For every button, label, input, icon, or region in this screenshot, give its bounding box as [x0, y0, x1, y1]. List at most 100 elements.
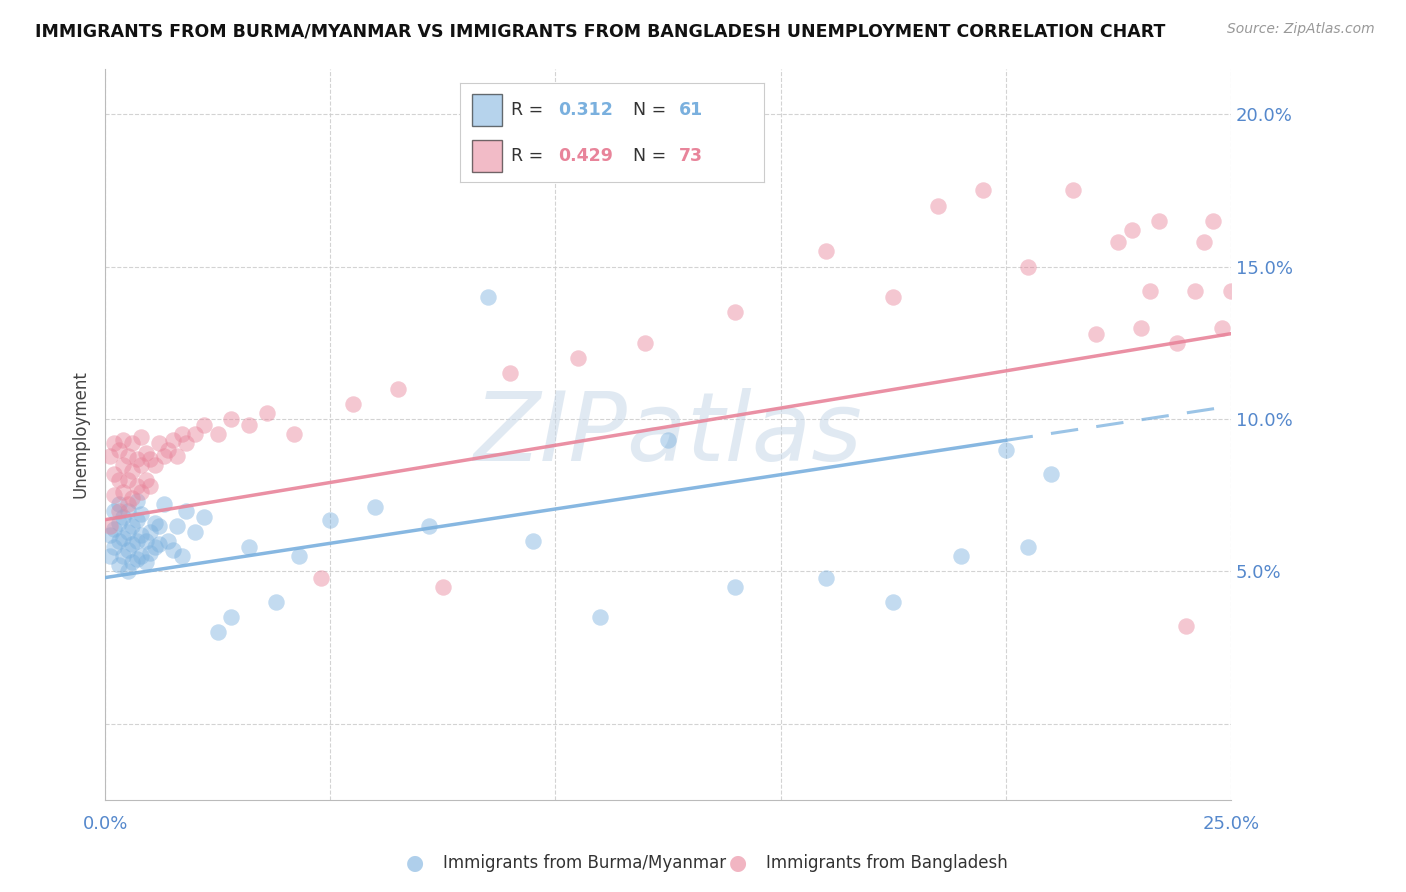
Point — [994, 442, 1017, 457]
Point — [170, 427, 193, 442]
Point — [1184, 284, 1206, 298]
Point — [117, 543, 139, 558]
Point — [882, 595, 904, 609]
Text: IMMIGRANTS FROM BURMA/MYANMAR VS IMMIGRANTS FROM BANGLADESH UNEMPLOYMENT CORRELA: IMMIGRANTS FROM BURMA/MYANMAR VS IMMIGRA… — [35, 22, 1166, 40]
Point — [125, 533, 148, 548]
Point — [117, 449, 139, 463]
Point — [207, 625, 229, 640]
Point — [117, 503, 139, 517]
Point — [135, 555, 157, 569]
Point — [1129, 320, 1152, 334]
Point — [418, 518, 440, 533]
Point — [432, 580, 454, 594]
Point — [238, 418, 260, 433]
Point — [1256, 351, 1278, 365]
Point — [103, 488, 125, 502]
Point — [657, 434, 679, 448]
Point — [107, 533, 129, 548]
Point — [219, 412, 242, 426]
Point — [589, 610, 612, 624]
Point — [814, 571, 837, 585]
Point — [1166, 335, 1188, 350]
Point — [112, 531, 135, 545]
Point — [135, 473, 157, 487]
Point — [387, 382, 409, 396]
Point — [148, 537, 170, 551]
Point — [288, 549, 311, 564]
Point — [117, 497, 139, 511]
Point — [125, 552, 148, 566]
Point — [1247, 174, 1270, 188]
Text: ●: ● — [406, 854, 423, 873]
Point — [166, 449, 188, 463]
Point — [98, 518, 121, 533]
Point — [1062, 184, 1084, 198]
Point — [882, 290, 904, 304]
Y-axis label: Unemployment: Unemployment — [72, 370, 89, 499]
Point — [112, 458, 135, 472]
Text: ZIPatlas: ZIPatlas — [474, 388, 862, 481]
Point — [125, 479, 148, 493]
Point — [1017, 260, 1039, 274]
Point — [193, 509, 215, 524]
Point — [98, 528, 121, 542]
Point — [1202, 214, 1225, 228]
Point — [634, 335, 657, 350]
Point — [129, 507, 152, 521]
Point — [139, 479, 162, 493]
Text: 0.0%: 0.0% — [83, 815, 128, 833]
Point — [724, 305, 747, 319]
Point — [135, 533, 157, 548]
Point — [972, 184, 994, 198]
Point — [135, 445, 157, 459]
Point — [107, 516, 129, 530]
Point — [166, 518, 188, 533]
Point — [125, 513, 148, 527]
Point — [98, 549, 121, 564]
Point — [1219, 284, 1241, 298]
Text: Immigrants from Burma/Myanmar: Immigrants from Burma/Myanmar — [443, 855, 725, 872]
Point — [174, 436, 197, 450]
Point — [125, 451, 148, 466]
Point — [103, 467, 125, 481]
Point — [129, 485, 152, 500]
Point — [139, 546, 162, 560]
Point — [143, 516, 166, 530]
Text: Source: ZipAtlas.com: Source: ZipAtlas.com — [1227, 22, 1375, 37]
Point — [1121, 223, 1143, 237]
Point — [121, 464, 143, 478]
Point — [98, 449, 121, 463]
Text: Immigrants from Bangladesh: Immigrants from Bangladesh — [766, 855, 1008, 872]
Point — [162, 543, 184, 558]
Point — [927, 199, 949, 213]
Point — [567, 351, 589, 365]
Point — [157, 442, 180, 457]
Point — [121, 491, 143, 506]
Point — [219, 610, 242, 624]
Point — [499, 367, 522, 381]
Point — [107, 497, 129, 511]
Point — [162, 434, 184, 448]
Point — [103, 436, 125, 450]
Point — [1147, 214, 1170, 228]
Point — [814, 244, 837, 259]
Point — [342, 397, 364, 411]
Point — [143, 540, 166, 554]
Point — [117, 473, 139, 487]
Point — [121, 537, 143, 551]
Point — [152, 449, 174, 463]
Point — [121, 518, 143, 533]
Point — [139, 451, 162, 466]
Point — [129, 528, 152, 542]
Point — [129, 458, 152, 472]
Point — [170, 549, 193, 564]
Point — [107, 503, 129, 517]
Point — [184, 524, 207, 539]
Point — [107, 442, 129, 457]
Point — [143, 458, 166, 472]
Point — [1174, 619, 1197, 633]
Point — [207, 427, 229, 442]
Point — [112, 485, 135, 500]
Point — [238, 540, 260, 554]
Point — [949, 549, 972, 564]
